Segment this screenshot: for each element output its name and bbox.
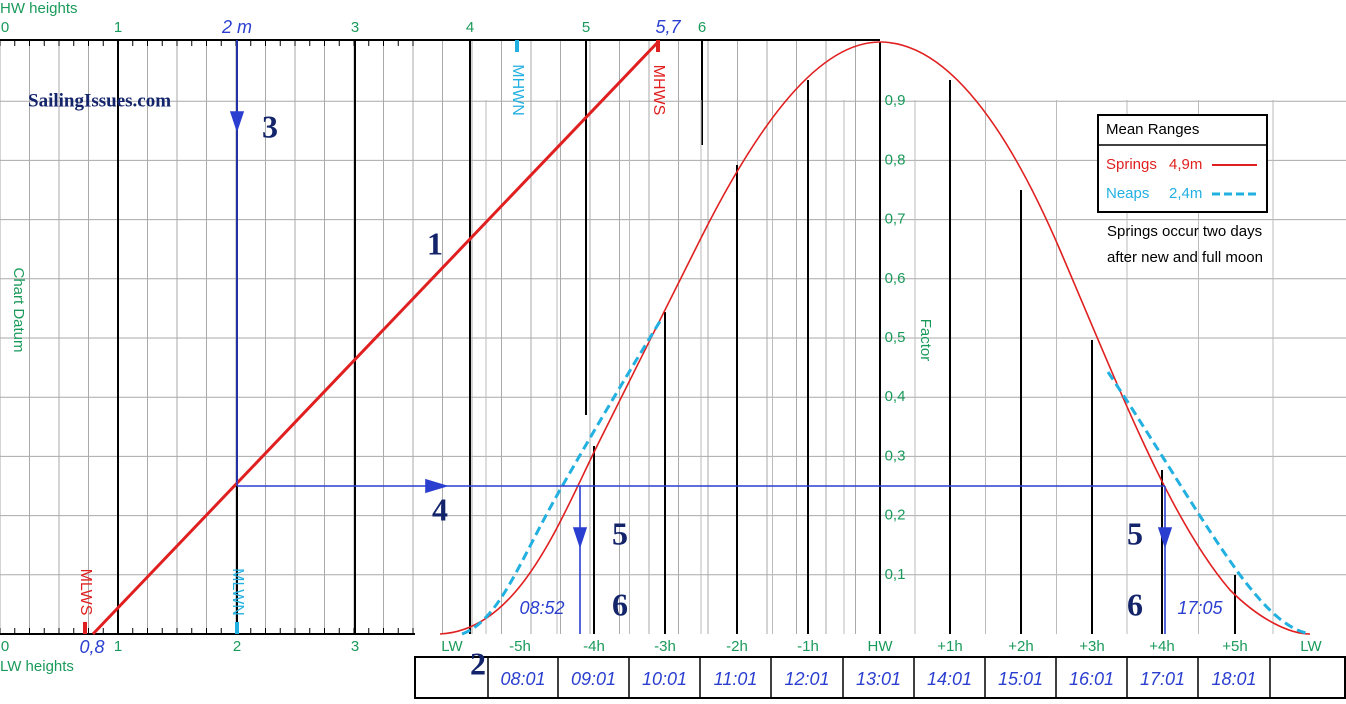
step-number: 6 xyxy=(1127,586,1143,622)
time-cell: 12:01 xyxy=(784,669,829,689)
legend-neaps: Neaps xyxy=(1106,185,1149,202)
hw-scale-label: 1 xyxy=(114,19,122,36)
range-line xyxy=(91,40,660,636)
factor-label: 0,5 xyxy=(885,329,906,346)
note: after new and full moon xyxy=(1107,249,1263,266)
factor-label: 0,4 xyxy=(885,388,906,405)
legend-title: Mean Ranges xyxy=(1106,121,1199,138)
factor-label: 0,1 xyxy=(885,566,906,583)
time-label: +2h xyxy=(1008,638,1033,655)
time-label: LW xyxy=(441,638,463,655)
time-label: +4h xyxy=(1149,638,1174,655)
time-cell: 09:01 xyxy=(571,669,616,689)
step-number: 5 xyxy=(1127,515,1143,551)
time-label: +3h xyxy=(1079,638,1104,655)
marker: MLWN xyxy=(229,568,246,616)
note: Springs occur two days xyxy=(1107,223,1262,240)
lw-scale-label: 3 xyxy=(351,638,359,655)
lw-scale-label: 2 xyxy=(233,638,241,655)
site-name: SailingIssues.com xyxy=(28,90,171,111)
time-label: +1h xyxy=(937,638,962,655)
hw-scale-label: 0 xyxy=(1,19,9,36)
neaps-curve-left xyxy=(461,317,664,636)
time-cell: 13:01 xyxy=(856,669,901,689)
factor-label: 0,6 xyxy=(885,270,906,287)
springs-curve xyxy=(439,41,1311,635)
neaps-curve-right xyxy=(1106,371,1311,636)
step-number: 3 xyxy=(262,108,278,144)
lw-scale-label: 0 xyxy=(1,638,9,655)
construction xyxy=(229,40,1173,634)
hw-heights-label: HW heights xyxy=(0,0,78,17)
legend-neaps-range: 2,4m xyxy=(1169,185,1202,202)
legend-springs: Springs xyxy=(1106,156,1157,173)
marker: MLWS xyxy=(77,569,94,616)
time-label: -2h xyxy=(726,638,748,655)
time-cell: 10:01 xyxy=(642,669,687,689)
annotation: 0,8 xyxy=(79,637,104,657)
time-cell: 16:01 xyxy=(1069,669,1114,689)
time-label: -5h xyxy=(509,638,531,655)
time-cell: 08:01 xyxy=(500,669,545,689)
hw-scale-label: 6 xyxy=(698,19,706,36)
step-number: 2 xyxy=(470,645,486,681)
annotation: 2 m xyxy=(221,17,252,37)
time-cell: 14:01 xyxy=(927,669,972,689)
annotation: 5,7 xyxy=(655,17,681,37)
time-label: -1h xyxy=(797,638,819,655)
time-label: -4h xyxy=(583,638,605,655)
datum-title: Chart Datum xyxy=(10,267,27,352)
time-cell: 18:01 xyxy=(1211,669,1256,689)
step-number: 1 xyxy=(427,225,443,261)
factor-label: 0,8 xyxy=(885,151,906,168)
time-cell: 15:01 xyxy=(998,669,1043,689)
time-label: -3h xyxy=(654,638,676,655)
time-cell: 11:01 xyxy=(714,669,758,689)
legend-box xyxy=(1097,114,1268,213)
step-number: 4 xyxy=(432,491,448,527)
marker: MHWS xyxy=(650,65,667,116)
annotation: 17:05 xyxy=(1177,598,1223,618)
marker: MHWN xyxy=(509,64,526,116)
step-number: 5 xyxy=(612,515,628,551)
time-label: +5h xyxy=(1222,638,1247,655)
annotation: 08:52 xyxy=(519,598,564,618)
time-cell: 17:01 xyxy=(1140,669,1185,689)
factor-label: 0,7 xyxy=(885,211,906,228)
lw-scale-label: 1 xyxy=(114,638,122,655)
time-label: LW xyxy=(1300,638,1322,655)
factor-title: Factor xyxy=(917,319,934,362)
factor-label: 0,3 xyxy=(885,447,906,464)
dynamic: 0 1 3 4 5 6 0 1 2 3 LW -5h -4h -3h -2h -1h HW +1h +2h +3h +4… xyxy=(1,19,1323,698)
factor-label: 0,2 xyxy=(885,507,906,524)
step-number: 6 xyxy=(612,586,628,622)
factor-label: 0,9 xyxy=(885,92,906,109)
time-table xyxy=(414,656,1346,699)
hw-scale-label: 4 xyxy=(466,19,474,36)
lw-heights-label: LW heights xyxy=(0,658,74,675)
legend-springs-range: 4,9m xyxy=(1169,156,1202,173)
hw-scale-label: 3 xyxy=(351,19,359,36)
hw-scale-label: 5 xyxy=(582,19,590,36)
time-label: HW xyxy=(868,638,894,655)
